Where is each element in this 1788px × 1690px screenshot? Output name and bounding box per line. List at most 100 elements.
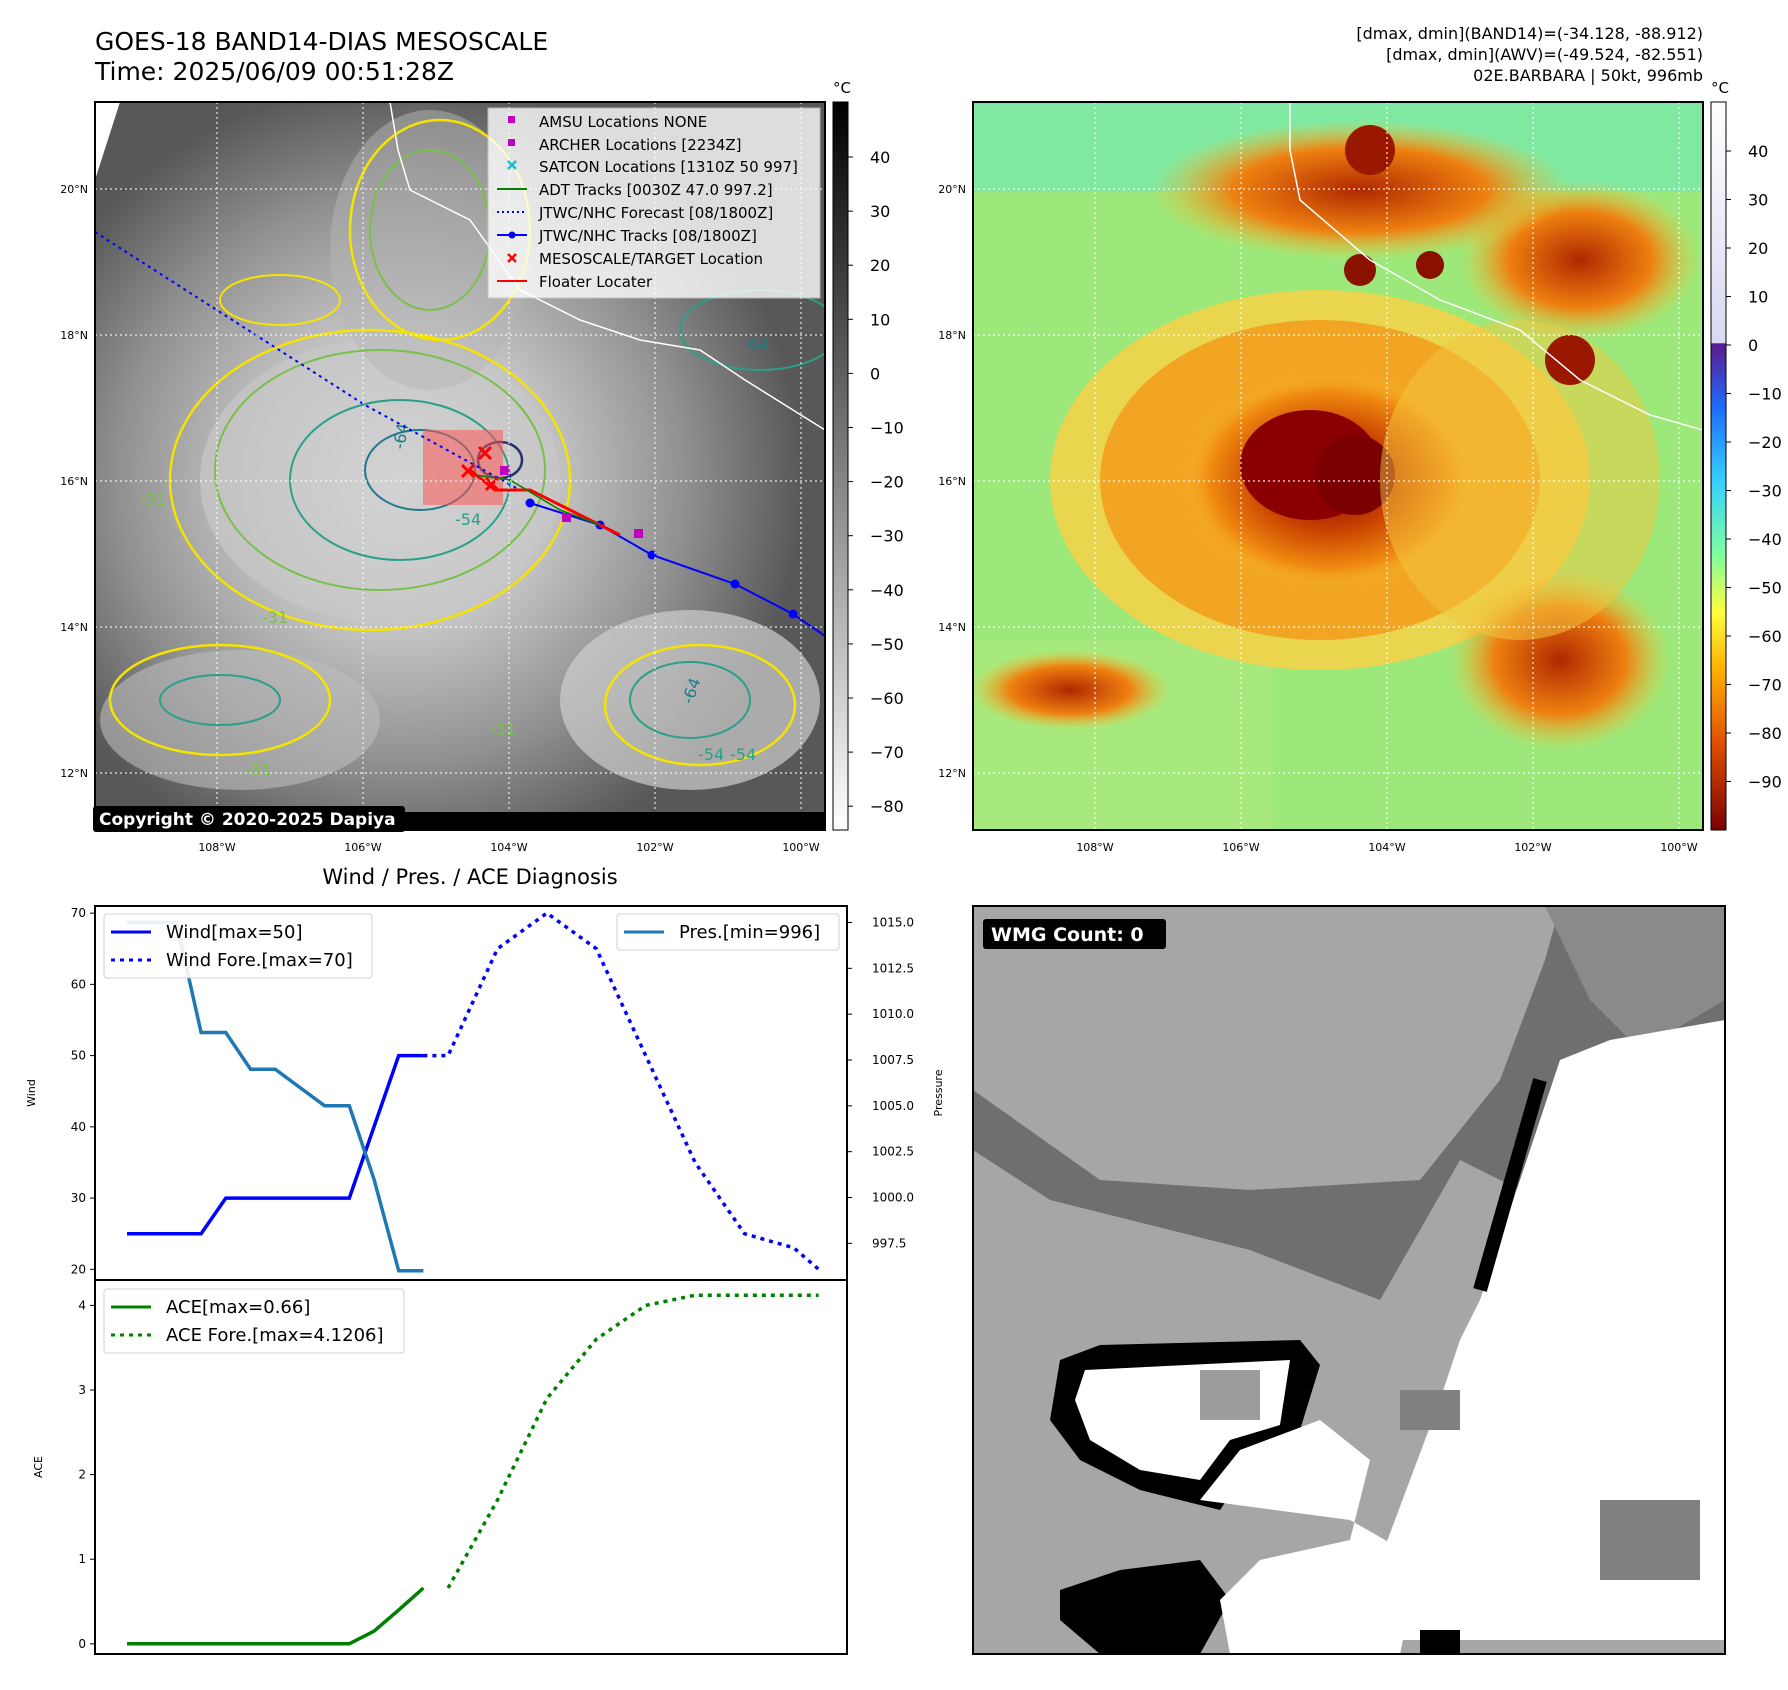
colorbar-tick-label: −70 (870, 743, 904, 762)
lat-label: 18°N (938, 329, 966, 342)
colorbar-tick-label: −60 (1748, 627, 1782, 646)
y-tick-label: 1010.0 (872, 1007, 914, 1021)
lat-label: 20°N (60, 183, 88, 196)
ir-colorbar-unit: °C (833, 79, 851, 97)
dmax-awv-text: [dmax, dmin](AWV)=(-49.524, -82.551) (1386, 45, 1703, 64)
ace-plot: 4 3 2 1 0 ACE ACE[max=0.66] ACE Fore.[max=4.… (32, 1279, 848, 1655)
y-tick-label: 20 (71, 1262, 86, 1276)
map-legend: AMSU Locations NONE ARCHER Locations [22… (487, 107, 821, 299)
colorbar-tick-label: 0 (870, 364, 880, 383)
ir-map-frame (94, 101, 826, 831)
awv-map-panel (973, 102, 1703, 830)
lon-label: 100°W (1660, 841, 1697, 854)
series-line (423, 910, 820, 1271)
colorbar-tick-label: −10 (870, 419, 904, 438)
colorbar-tick-label: −50 (870, 635, 904, 654)
wmg-count-badge: WMG Count: 0 (991, 924, 1144, 946)
contour-label: -64 (389, 422, 412, 451)
legend-pressure: Pres.[min=996] (679, 922, 820, 943)
y-tick-label: 1012.5 (872, 961, 914, 975)
colorbar-tick-label: 40 (870, 148, 890, 167)
legend-forecast: JTWC/NHC Forecast [08/1800Z] (538, 204, 773, 222)
contour-label: -31 (490, 720, 516, 739)
y-tick-label: 1000.0 (872, 1191, 914, 1205)
colorbar-tick-label: −40 (1748, 530, 1782, 549)
y-tick-label: 1 (78, 1552, 86, 1566)
lat-label: 16°N (60, 475, 88, 488)
colorbar-tick-label: 10 (1748, 288, 1768, 307)
contour-label: -31 (262, 608, 288, 627)
colorbar-tick-label: 20 (870, 256, 890, 275)
figure-title-line2: Time: 2025/06/09 00:51:28Z (94, 57, 454, 86)
colorbar-tick-label: −20 (870, 473, 904, 492)
colorbar-tick-label: 30 (870, 202, 890, 221)
colorbar-tick-label: 10 (870, 310, 890, 329)
ir-map-axis-labels: 20°N 18°N 16°N 14°N 12°N 108°W 106°W 104… (60, 183, 820, 854)
legend-floater: Floater Locater (539, 273, 653, 291)
awv-colorbar: °C 40 30 20 10 0 −10 −20 −30 −40 −50 −60 −70 −80 −90 (1710, 79, 1782, 831)
colorbar-tick-label: −60 (870, 689, 904, 708)
y-tick-label: 70 (71, 906, 86, 920)
contour-label: -31 (245, 760, 271, 779)
colorbar-tick-label: −50 (1748, 579, 1782, 598)
lat-label: 12°N (60, 767, 88, 780)
wind-pressure-plot: 70 60 50 40 30 20 1015.0 1012.5 1010.0 1007.5 100… (25, 905, 945, 1281)
lat-label: 20°N (938, 183, 966, 196)
copyright-text: Copyright © 2020-2025 Dapiya (99, 810, 396, 830)
series-line (127, 1053, 424, 1236)
y-tick-label: 1002.5 (872, 1145, 914, 1159)
series-line (127, 1586, 425, 1646)
colorbar-tick-label: −80 (870, 797, 904, 816)
legend-satcon: SATCON Locations [1310Z 50 997] (539, 158, 798, 176)
colorbar-tick-label: 20 (1748, 239, 1768, 258)
colorbar-tick-label: −20 (1748, 433, 1782, 452)
lon-label: 108°W (1076, 841, 1113, 854)
colorbar-tick-label: −30 (1748, 482, 1782, 501)
contour-label: -54 (730, 745, 756, 764)
contour-label: -31 (140, 490, 166, 509)
lat-label: 16°N (938, 475, 966, 488)
legend-adt: ADT Tracks [0030Z 47.0 997.2] (539, 181, 773, 199)
y-tick-label: 0 (78, 1637, 86, 1651)
lat-label: 18°N (60, 329, 88, 342)
y-tick-label: 1015.0 (872, 916, 914, 930)
y-tick-label: 1005.0 (872, 1099, 914, 1113)
legend-archer: ARCHER Locations [2234Z] (539, 136, 742, 154)
legend-amsu: AMSU Locations NONE (539, 113, 707, 131)
contour-label: -54 (455, 510, 481, 529)
y-tick-label: 1007.5 (872, 1053, 914, 1067)
lon-label: 102°W (1514, 841, 1551, 854)
awv-colorbar-unit: °C (1711, 79, 1729, 97)
colorbar-tick-label: −90 (1748, 773, 1782, 792)
dmax-band14-text: [dmax, dmin](BAND14)=(-34.128, -88.912) (1356, 24, 1703, 43)
y-tick-label: 997.5 (872, 1236, 906, 1250)
awv-map-frame (972, 101, 1704, 831)
y-tick-label: 2 (78, 1468, 86, 1482)
colorbar-tick-label: −80 (1748, 724, 1782, 743)
wmg-panel: WMG Count: 0 (972, 905, 1726, 1655)
legend-tracks: JTWC/NHC Tracks [08/1800Z] (538, 227, 757, 245)
lon-label: 108°W (198, 841, 235, 854)
figure-title-line1: GOES-18 BAND14-DIAS MESOSCALE (95, 27, 548, 56)
legend-ace-fore: ACE Fore.[max=4.1206] (166, 1325, 384, 1346)
contour-label: -54 (698, 745, 724, 764)
lon-label: 106°W (1222, 841, 1259, 854)
y-tick-label: 3 (78, 1383, 86, 1397)
awv-map-axis-labels: 20°N 18°N 16°N 14°N 12°N 108°W 106°W 104… (938, 183, 1698, 854)
lon-label: 104°W (490, 841, 527, 854)
legend-wind-fore: Wind Fore.[max=70] (166, 950, 353, 971)
diagnosis-title: Wind / Pres. / ACE Diagnosis (322, 865, 617, 889)
ir-colorbar: °C 40 30 20 10 0 −10 −20 −30 −40 −50 −60 −70 −80 (832, 79, 904, 831)
colorbar-tick-label: −30 (870, 527, 904, 546)
lon-label: 106°W (344, 841, 381, 854)
series-line (446, 1293, 819, 1589)
colorbar-tick-label: −10 (1748, 385, 1782, 404)
legend-ace: ACE[max=0.66] (166, 1297, 310, 1318)
pressure-legend: Pres.[min=996] (616, 913, 840, 951)
pressure-ylabel: Pressure (932, 1069, 945, 1116)
lon-label: 102°W (636, 841, 673, 854)
y-tick-label: 50 (71, 1049, 86, 1063)
y-tick-label: 4 (78, 1298, 86, 1312)
legend-wind: Wind[max=50] (166, 922, 303, 943)
